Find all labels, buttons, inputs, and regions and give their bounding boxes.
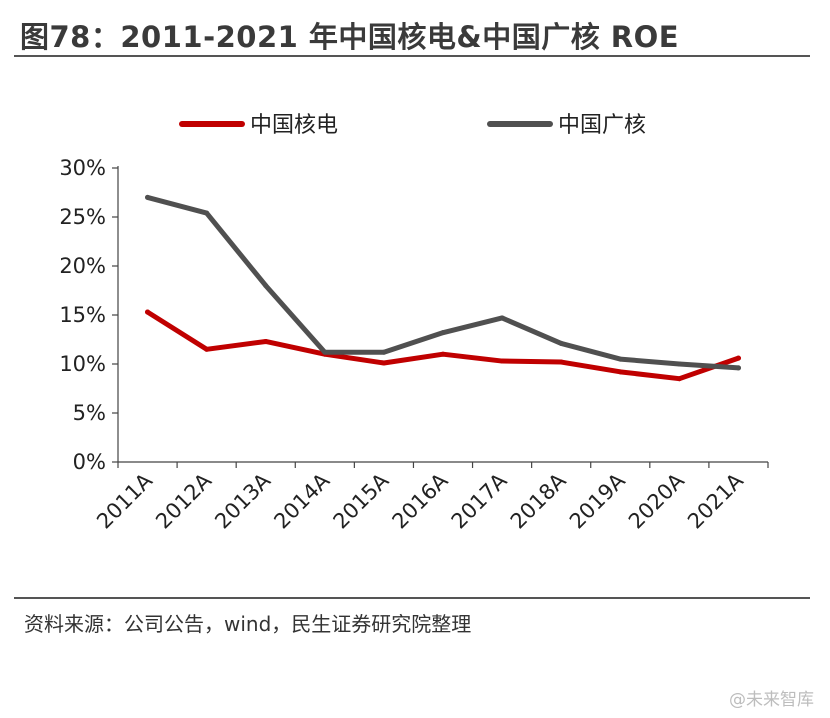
data-point [440,330,446,336]
data-point [676,376,682,382]
data-point [558,340,564,346]
source-note: 资料来源：公司公告，wind，民生证券研究院整理 [24,612,472,636]
x-tick-label: 2020A [624,468,689,533]
data-point [735,355,741,361]
y-tick-label: 30% [59,156,106,180]
watermark: @未来智库 [729,690,814,710]
x-tick-label: 2015A [329,468,394,533]
series-line-2 [145,194,741,371]
series-line-1 [145,309,741,382]
y-tick-label: 5% [73,401,106,425]
x-tick-label: 2021A [683,468,748,533]
legend-label-2: 中国广核 [558,113,646,138]
y-tick-label: 0% [73,450,106,474]
data-point [558,359,564,365]
data-point [381,349,387,355]
y-tick-label: 20% [59,254,106,278]
x-tick-label: 2017A [447,468,512,533]
x-tick-label: 2019A [565,468,630,533]
data-point [617,369,623,375]
legend-label-1: 中国核电 [250,113,338,138]
data-point [322,349,328,355]
x-tick-label: 2018A [506,468,571,533]
x-tick-label: 2013A [210,468,275,533]
data-point [145,194,151,200]
data-point [145,309,151,315]
data-point [499,315,505,321]
data-point [617,356,623,362]
x-tick-label: 2011A [92,468,157,533]
bottom-divider [14,597,810,599]
data-point [440,351,446,357]
figure-title: 图78：2011-2021 年中国核电&中国广核 ROE [20,20,680,54]
data-point [204,210,210,216]
data-point [735,365,741,371]
y-tick-label: 10% [59,352,106,376]
data-point [676,361,682,367]
y-tick-label: 25% [59,205,106,229]
x-tick-label: 2012A [151,468,216,533]
data-point [381,360,387,366]
y-tick-label: 15% [59,303,106,327]
x-tick-label: 2014A [269,468,334,533]
chart-series [145,194,741,382]
chart-legend: 中国核电 中国广核 [179,113,646,138]
top-divider [14,55,810,57]
data-point [204,346,210,352]
roe-line-chart: 中国核电 中国广核 0%5%10%15%20%25%30%2011A2012A20… [59,113,769,533]
data-point [263,283,269,289]
x-tick-label: 2016A [388,468,453,533]
data-point [499,358,505,364]
data-point [263,338,269,344]
